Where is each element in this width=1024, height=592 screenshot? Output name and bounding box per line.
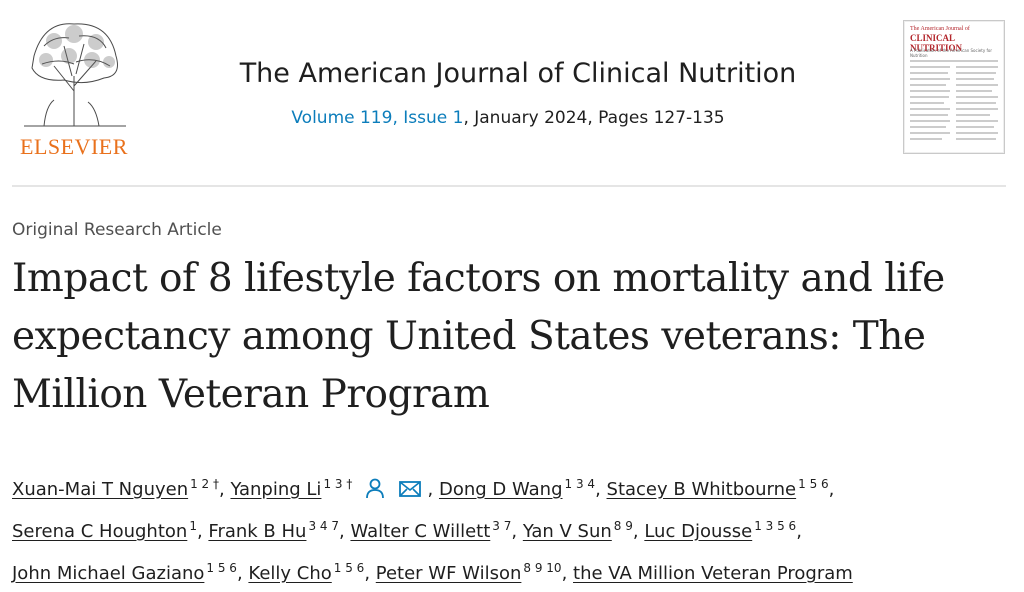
cover-masthead: The American Journal of CLINICAL NUTRITI… xyxy=(910,26,998,53)
author-item: Serena C Houghton 1, xyxy=(12,519,209,542)
author-affiliations: 1 5 6 xyxy=(206,561,237,575)
author-affiliations: 1 3 † xyxy=(323,477,353,491)
author-affiliations: 1 2 † xyxy=(190,477,220,491)
author-affiliations: 3 7 xyxy=(492,519,512,533)
author-affiliations: 8 9 xyxy=(613,519,633,533)
cover-subtitle: A Publication of the American Society fo… xyxy=(910,48,992,58)
email-icon[interactable] xyxy=(398,479,422,499)
journal-header: ELSEVIER The American Journal of Clinica… xyxy=(0,0,1024,175)
journal-title[interactable]: The American Journal of Clinical Nutriti… xyxy=(239,58,797,89)
author-item: Xuan-Mai T Nguyen 1 2 †, xyxy=(12,477,231,500)
author-link[interactable]: Xuan-Mai T Nguyen xyxy=(12,479,189,500)
author-link[interactable]: Yanping Li xyxy=(230,479,322,500)
cover-line1: The American Journal of xyxy=(910,26,970,32)
journal-cover-thumbnail[interactable]: The American Journal of CLINICAL NUTRITI… xyxy=(903,20,1005,154)
author-item: Frank B Hu 3 4 7, xyxy=(208,519,351,542)
author-item: Dong D Wang 1 3 4, xyxy=(438,477,607,500)
author-item: Kelly Cho 1 5 6, xyxy=(248,561,376,584)
cover-line2: CLINICAL NUTRITION xyxy=(910,33,963,53)
author-affiliations: 1 3 5 6 xyxy=(754,519,797,533)
author-link[interactable]: Peter WF Wilson xyxy=(375,563,522,584)
issue-info: Volume 119, Issue 1, January 2024, Pages… xyxy=(140,108,876,128)
header-divider xyxy=(12,185,1006,187)
elsevier-logo[interactable]: ELSEVIER xyxy=(12,16,136,161)
author-list: Xuan-Mai T Nguyen 1 2 †, Yanping Li 1 3 † … xyxy=(12,466,1012,592)
author-affiliations: 8 9 10 xyxy=(523,561,562,575)
author-affiliations: 1 5 6 xyxy=(333,561,365,575)
author-item: Yan V Sun 8 9, xyxy=(522,519,645,542)
cover-text-lines-icon xyxy=(910,60,998,140)
article-type: Original Research Article xyxy=(12,220,222,240)
author-item: Luc Djousse 1 3 5 6, xyxy=(644,519,802,542)
author-affiliations: 3 4 7 xyxy=(308,519,339,533)
author-link[interactable]: Serena C Houghton xyxy=(12,521,188,542)
author-item: Stacey B Whitbourne 1 5 6, xyxy=(606,477,835,500)
issue-date-pages: , January 2024, Pages 127-135 xyxy=(463,108,725,128)
article-title: Impact of 8 lifestyle factors on mortali… xyxy=(12,256,945,417)
author-item: Yanping Li 1 3 † , xyxy=(230,477,439,500)
elsevier-tree-icon xyxy=(24,23,126,127)
author-link[interactable]: Frank B Hu xyxy=(208,521,307,542)
author-affiliations: 1 xyxy=(189,519,197,533)
issue-link[interactable]: Volume 119, Issue 1 xyxy=(291,108,464,128)
person-icon[interactable] xyxy=(364,477,386,499)
author-affiliations: 1 5 6 xyxy=(798,477,829,491)
author-link[interactable]: Walter C Willett xyxy=(350,521,491,542)
author-affiliations: 1 3 4 xyxy=(564,477,596,491)
author-link[interactable]: Dong D Wang xyxy=(438,479,563,500)
author-link[interactable]: Stacey B Whitbourne xyxy=(606,479,797,500)
author-item: John Michael Gaziano 1 5 6, xyxy=(12,561,249,584)
author-item: Walter C Willett 3 7, xyxy=(350,519,523,542)
author-item: the VA Million Veteran Program xyxy=(573,563,853,584)
author-link[interactable]: Yan V Sun xyxy=(522,521,612,542)
author-link[interactable]: John Michael Gaziano xyxy=(12,563,205,584)
publisher-name: ELSEVIER xyxy=(20,134,128,159)
author-link[interactable]: Luc Djousse xyxy=(644,521,753,542)
author-link[interactable]: Kelly Cho xyxy=(248,563,332,584)
author-item: Peter WF Wilson 8 9 10, xyxy=(375,561,574,584)
author-link[interactable]: the VA Million Veteran Program xyxy=(573,563,853,584)
